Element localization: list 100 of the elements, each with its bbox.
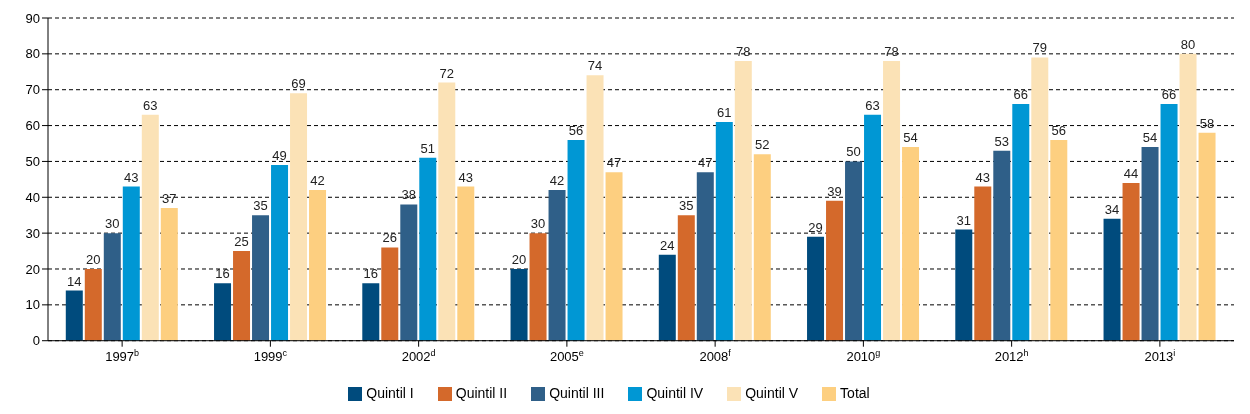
data-label: 30 [530, 216, 546, 232]
bar [696, 172, 714, 341]
bar [586, 75, 604, 341]
data-label: 78 [736, 44, 751, 60]
data-label: 31 [956, 212, 972, 228]
legend-label: Quintil V [745, 384, 799, 401]
data-label: 34 [1104, 201, 1120, 217]
bar [993, 150, 1011, 341]
bar [715, 121, 733, 341]
data-label: 37 [162, 191, 177, 207]
bar [1050, 139, 1068, 341]
bar [883, 61, 901, 341]
data-label: 26 [382, 230, 398, 246]
data-label: 54 [1142, 130, 1158, 146]
data-label: 47 [606, 155, 622, 171]
data-label: 52 [755, 137, 770, 153]
data-label: 61 [717, 104, 732, 120]
data-label: 54 [903, 130, 918, 146]
data-label: 66 [1161, 87, 1177, 103]
data-label: 25 [234, 234, 249, 250]
data-label: 43 [124, 169, 139, 185]
data-label: 72 [439, 65, 455, 81]
bar [605, 172, 623, 341]
data-label: 47 [698, 155, 713, 171]
x-tick-label: 2002$^{d}$ [401, 347, 436, 364]
data-label: 69 [291, 76, 306, 92]
bar [457, 186, 475, 341]
data-label: 66 [1013, 87, 1029, 103]
data-label: 43 [458, 169, 474, 185]
y-tick-label: 0 [32, 333, 40, 349]
data-label: 58 [1199, 115, 1215, 131]
bar [271, 165, 289, 341]
data-label: 51 [420, 140, 436, 156]
y-tick-label: 40 [25, 189, 40, 205]
bar [845, 161, 863, 341]
data-label: 38 [401, 187, 417, 203]
x-tick-label: 2008$^{f}$ [699, 347, 732, 364]
y-tick-label: 90 [25, 10, 40, 26]
bar [103, 233, 121, 341]
bar [510, 268, 528, 341]
bar [141, 114, 159, 341]
data-label: 78 [884, 44, 899, 60]
bar [1198, 132, 1216, 341]
bar [753, 154, 771, 341]
data-label: 35 [679, 198, 694, 214]
bar [214, 283, 232, 341]
x-tick-label: 2010$^{g}$ [846, 347, 881, 364]
data-label: 42 [310, 173, 325, 189]
bar [902, 147, 920, 341]
bar [1031, 57, 1049, 341]
bar [1141, 147, 1159, 341]
bar [381, 247, 399, 341]
data-label: 53 [994, 133, 1010, 149]
data-label: 35 [253, 198, 268, 214]
data-label: 80 [1180, 36, 1196, 52]
bar [864, 114, 882, 341]
x-tick-label: 2012$^{h}$ [994, 347, 1029, 364]
data-label: 16 [363, 266, 379, 282]
data-label: 63 [865, 97, 880, 113]
data-label: 43 [975, 169, 991, 185]
bar [233, 251, 251, 341]
data-label: 14 [67, 273, 82, 289]
bar [122, 186, 140, 341]
data-label: 56 [568, 122, 584, 138]
data-label: 63 [143, 97, 158, 113]
data-label: 16 [215, 266, 230, 282]
bar [548, 190, 566, 341]
bar [400, 204, 418, 341]
x-tick-label: 1997$^{b}$ [105, 347, 140, 364]
legend-label: Quintil I [366, 384, 414, 401]
bar [567, 139, 585, 341]
bar [419, 157, 437, 341]
bar [438, 82, 456, 341]
data-label: 20 [511, 251, 527, 267]
y-tick-label: 80 [25, 46, 40, 62]
y-tick-label: 70 [25, 82, 40, 98]
bar [807, 236, 825, 341]
data-label: 30 [105, 216, 120, 232]
legend-label: Quintil II [455, 384, 508, 401]
data-label: 20 [86, 251, 101, 267]
y-tick-label: 10 [25, 297, 40, 313]
data-label: 56 [1051, 122, 1067, 138]
data-label: 39 [827, 183, 842, 199]
bar [734, 61, 752, 341]
bar [1103, 218, 1121, 341]
bar [1179, 53, 1197, 341]
y-tick-label: 60 [25, 118, 40, 134]
bar [160, 208, 178, 341]
bar [252, 215, 270, 341]
data-label: 49 [272, 148, 287, 164]
bar [84, 268, 102, 341]
x-tick-label: 1999$^{c}$ [253, 347, 288, 364]
bar [290, 93, 308, 341]
bar [974, 186, 992, 341]
bar [955, 229, 973, 341]
data-label: 74 [587, 58, 603, 74]
bar [1160, 104, 1178, 341]
data-label: 42 [549, 173, 565, 189]
data-label: 44 [1123, 165, 1139, 181]
data-label: 29 [808, 219, 823, 235]
